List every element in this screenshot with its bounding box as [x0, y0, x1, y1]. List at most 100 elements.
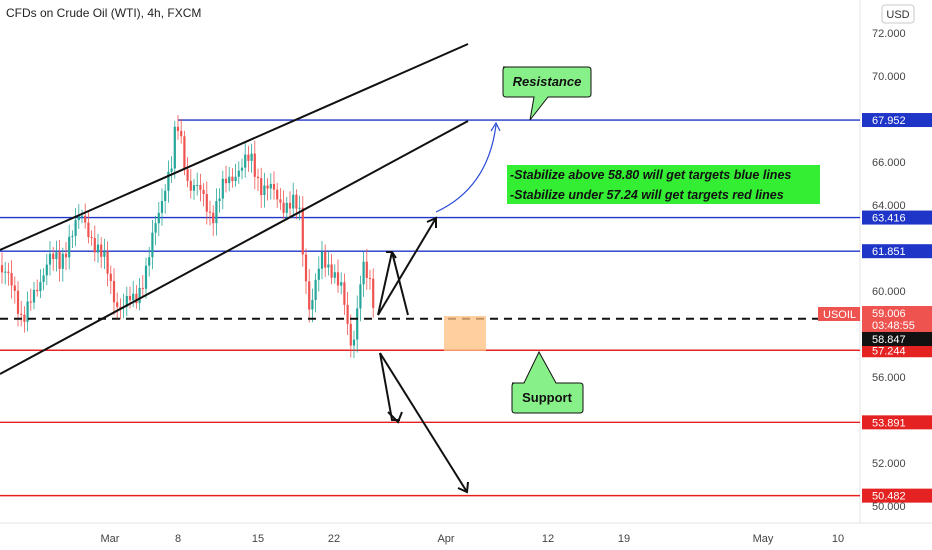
price-level-tag — [862, 343, 932, 358]
arrow-down-long — [379, 352, 468, 493]
candle-body — [359, 284, 362, 309]
candle-body — [84, 215, 87, 223]
candle-body — [301, 207, 304, 255]
x-tick-label: Apr — [437, 533, 454, 545]
current-symbol: USOIL — [823, 309, 856, 321]
candle-body — [36, 289, 39, 292]
candle-body — [16, 290, 20, 314]
resistance-callout: Resistance — [502, 66, 592, 121]
candle-body — [32, 289, 36, 303]
arrow-up-long — [377, 217, 437, 316]
candle-body — [240, 167, 244, 171]
dashed-level-label: 58.847 — [872, 334, 906, 346]
support-callout: Support — [511, 350, 584, 414]
candle-body — [100, 244, 103, 257]
x-axis-ticks: Mar 8 15 22 Apr 12 19 May 10 — [101, 533, 845, 545]
candle-body — [87, 222, 90, 238]
candle-body — [93, 238, 96, 253]
candle-body — [138, 287, 141, 304]
candle-body — [135, 293, 138, 304]
candle-body — [144, 265, 148, 289]
x-tick-label: 15 — [252, 533, 264, 545]
y-tick-label: 64.000 — [872, 200, 906, 212]
y-tick-label: 70.000 — [872, 71, 906, 83]
candle-body — [119, 306, 122, 308]
candle-body — [96, 244, 100, 253]
candle-body — [279, 199, 282, 203]
candle-body — [157, 212, 160, 224]
y-tick-label: 66.000 — [872, 157, 906, 169]
current-price: 59.006 — [872, 308, 906, 320]
candle-body — [167, 171, 170, 191]
candle-body — [112, 281, 116, 303]
candle-body — [336, 272, 340, 286]
candle-body — [234, 176, 237, 182]
candle-body — [365, 261, 368, 278]
candle-body — [224, 178, 228, 184]
currency-button[interactable]: USD — [881, 4, 915, 24]
candle-body — [263, 185, 266, 195]
y-tick-label: 60.000 — [872, 286, 906, 298]
resistance-label: Resistance — [513, 74, 582, 89]
candle-body — [141, 287, 144, 289]
y-tick-label: 72.000 — [872, 28, 906, 40]
candle-body — [48, 253, 52, 265]
candle-body — [20, 313, 23, 315]
candle-body — [202, 189, 205, 195]
candle-body — [356, 308, 359, 340]
candle-body — [58, 252, 61, 269]
candle-body — [180, 130, 183, 137]
candle-body — [0, 265, 4, 273]
candle-body — [199, 185, 202, 190]
candle-body — [260, 178, 263, 195]
candle-body — [106, 251, 109, 274]
candle-body — [170, 168, 173, 172]
candle-body — [148, 257, 151, 266]
candle-body — [183, 136, 186, 170]
candle-body — [256, 176, 260, 179]
candle-body — [45, 264, 48, 276]
x-tick-label: 8 — [175, 533, 181, 545]
candle-body — [192, 185, 196, 191]
price-level-label: 63.416 — [872, 213, 906, 225]
candles — [0, 115, 375, 359]
candle-body — [103, 251, 106, 257]
note-line-1: -Stabilize above 58.80 will get targets … — [510, 168, 791, 182]
candle-body — [39, 281, 42, 292]
projection-box — [444, 316, 486, 351]
candle-body — [346, 304, 349, 324]
curved-arrow-head — [490, 121, 501, 132]
channel-upper-line — [0, 43, 469, 251]
candle-body — [128, 295, 132, 301]
candle-body — [26, 301, 29, 322]
candle-body — [186, 169, 189, 181]
price-level-label: 53.891 — [872, 417, 906, 429]
price-level-tag — [862, 488, 932, 503]
candle-body — [196, 185, 199, 187]
x-tick-label: 10 — [832, 533, 844, 545]
projection-arrows — [377, 216, 469, 494]
countdown: 03:48:55 — [872, 320, 915, 332]
candle-body — [292, 194, 295, 209]
candle-body — [10, 273, 13, 286]
y-tick-label: 56.000 — [872, 372, 906, 384]
candle-body — [61, 253, 64, 269]
candle-body — [308, 281, 311, 310]
candle-body — [237, 170, 240, 177]
candle-body — [90, 237, 93, 239]
candle-body — [333, 272, 336, 278]
x-tick-label: 12 — [542, 533, 554, 545]
candle-body — [372, 278, 375, 308]
candle-body — [362, 261, 365, 285]
candle-body — [109, 273, 112, 282]
candle-body — [282, 202, 285, 213]
candle-body — [77, 215, 80, 221]
y-axis-ticks: 72.00070.00068.00066.00064.00062.00060.0… — [872, 28, 906, 513]
arrow-path-down-small — [379, 352, 400, 421]
candle-body — [324, 251, 327, 268]
candle-body — [314, 279, 317, 300]
candle-body — [253, 153, 256, 177]
current-price-tag: USOIL 59.006 03:48:55 — [818, 306, 932, 332]
price-level-tag — [862, 210, 932, 225]
candle-body — [244, 154, 247, 168]
